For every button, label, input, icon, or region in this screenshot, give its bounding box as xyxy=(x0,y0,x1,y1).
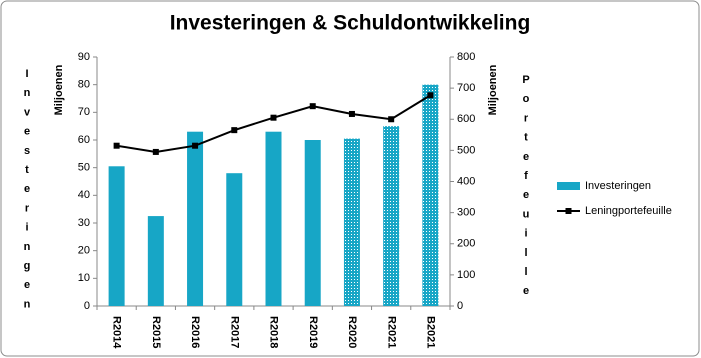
line-marker xyxy=(152,148,159,155)
y2-axis-label: Miljoenen xyxy=(487,64,499,115)
line-marker xyxy=(113,142,120,149)
y-tick-label: 40 xyxy=(78,189,90,201)
legend-label: Investeringen xyxy=(585,180,651,192)
x-tick-label: R2018 xyxy=(268,316,280,348)
y-tick-label: 50 xyxy=(78,162,90,174)
y-tick-label: 30 xyxy=(78,217,90,229)
y-tick-label: 10 xyxy=(78,272,90,284)
y2-tick-label: 600 xyxy=(457,113,475,125)
line-marker xyxy=(231,127,238,134)
line-marker xyxy=(388,116,395,123)
y2-tick-label: 0 xyxy=(457,300,463,312)
legend-swatch xyxy=(557,182,580,190)
y2-tick-label: 100 xyxy=(457,269,475,281)
bar xyxy=(226,173,243,306)
chart-title: Investeringen & Schuldontwikkeling xyxy=(170,12,531,35)
x-tick-label: R2017 xyxy=(228,316,240,348)
y2-tick-label: 700 xyxy=(457,82,475,94)
x-tick-label: R2020 xyxy=(346,316,358,348)
y-tick-label: 90 xyxy=(78,51,90,63)
bar xyxy=(383,126,400,307)
bar xyxy=(422,84,439,307)
y2-tick-label: 200 xyxy=(457,238,475,250)
bar xyxy=(108,166,125,306)
y-tick-label: 0 xyxy=(84,300,90,312)
y-tick-label: 20 xyxy=(78,245,90,257)
y2-tick-label: 400 xyxy=(457,175,475,187)
legend-label: Leningportefeuille xyxy=(585,205,672,217)
y2-tick-label: 300 xyxy=(457,207,475,219)
x-tick-label: R2016 xyxy=(189,316,201,348)
line-marker xyxy=(309,103,316,110)
y2-tick-label: 800 xyxy=(457,51,475,63)
bar xyxy=(265,131,282,306)
x-tick-label: R2021 xyxy=(385,316,397,348)
legend-swatch xyxy=(565,208,572,214)
y-tick-label: 70 xyxy=(78,106,90,118)
x-tick-label: R2015 xyxy=(150,316,162,348)
line-marker xyxy=(192,142,199,149)
bar xyxy=(304,140,321,306)
bar xyxy=(147,216,164,306)
line-marker xyxy=(427,92,434,99)
bar xyxy=(343,138,360,306)
bar xyxy=(187,131,204,306)
x-tick-label: R2014 xyxy=(111,316,123,349)
x-tick-label: B2021 xyxy=(424,316,436,348)
line-marker xyxy=(348,110,355,117)
x-tick-label: R2019 xyxy=(307,316,319,348)
y-axis-label: Miljoenen xyxy=(53,64,65,115)
y-tick-label: 80 xyxy=(78,79,90,91)
y-tick-label: 60 xyxy=(78,134,90,146)
line-marker xyxy=(270,114,277,121)
y2-tick-label: 500 xyxy=(457,144,475,156)
